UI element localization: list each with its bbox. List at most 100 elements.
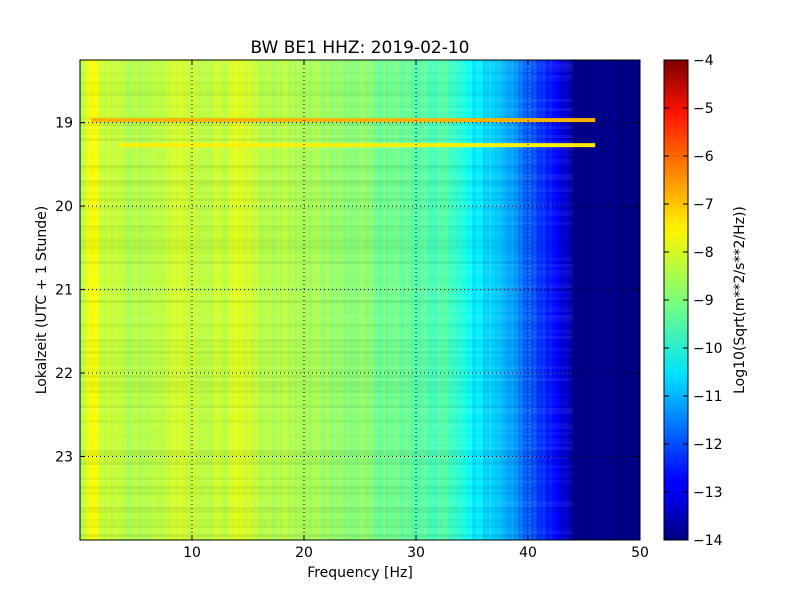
time-band [80,279,573,282]
spectrogram-column [488,60,491,540]
spectrogram-column [124,60,127,540]
spectrogram-column [459,60,462,540]
spectrogram-column [521,60,523,540]
time-band [80,201,573,204]
spectrogram-column [157,60,159,540]
spectrogram-column [155,60,158,540]
spectrogram-column [502,60,505,540]
y-tick-label: 23 [55,450,73,466]
spectrogram-column [256,60,259,540]
time-band [80,402,573,405]
spectrogram-column [220,60,222,540]
spectrogram-column [362,60,365,540]
plot-frame [79,59,641,541]
spectrogram-column [537,60,540,540]
spectrogram-column [172,60,175,540]
time-band [80,519,573,522]
time-band [80,498,573,501]
time-band [80,255,573,258]
spectrogram-column [486,60,488,540]
spectrogram-column [550,60,553,540]
spectrogram-column [285,60,288,540]
time-band [80,330,573,333]
spectrogram-column [631,60,634,540]
y-tick-label: 20 [55,199,73,215]
spectrogram-column [375,60,378,540]
spectrogram-column [290,60,292,540]
spectrogram-column [306,60,309,540]
spectrogram-column [637,60,639,540]
spectrogram-column [554,60,557,540]
colorbar-label: Log10(Sqrt(m**2/s**2/Hz)) [732,206,748,394]
spectrogram-column [462,60,464,540]
spectrogram-column [164,60,166,540]
time-band [80,405,573,408]
time-band [80,411,573,414]
spectrogram-column [376,60,379,540]
spectrogram-column [312,60,315,540]
spectrogram-column [270,60,273,540]
spectrogram-column [116,60,119,540]
spectrogram-column [626,60,628,540]
spectrogram-column [221,60,224,540]
time-band [80,501,573,504]
time-band [80,285,573,288]
spectrogram-column [507,60,509,540]
spectrogram-column [430,60,432,540]
spectrogram-column [309,60,312,540]
spectrogram-column [333,60,336,540]
time-band [80,81,573,84]
spectrogram-column [449,60,452,540]
spectrogram-column [236,60,239,540]
spectrogram-column [365,60,368,540]
spectrogram-column [367,60,369,540]
spectrogram-column [406,60,408,540]
spectrogram-column [421,60,424,540]
spectrogram-column [592,60,595,540]
spectrogram-column [414,60,417,540]
spectrogram-column [557,60,560,540]
time-band [80,303,573,306]
time-band [80,531,573,534]
time-band [80,168,573,171]
spectrogram-column [571,60,574,540]
time-band [80,288,573,291]
spectrogram-column [523,60,526,540]
time-band [80,438,573,441]
spectrogram-column [382,60,385,540]
spectrogram-column [186,60,189,540]
spectrogram-column [105,60,107,540]
x-tick-label: 40 [519,545,537,561]
spectrogram-column [529,60,532,540]
time-band [80,174,573,177]
spectrogram-column [588,60,590,540]
time-band [80,495,573,498]
spectrogram-column [465,60,467,540]
time-band [80,252,573,255]
time-band [80,345,573,348]
x-tick-label: 50 [631,545,649,561]
spectrogram-column [89,60,92,540]
spectrogram-column [337,60,340,540]
spectrogram-column [91,60,93,540]
spectrogram-column [95,60,98,540]
time-band [80,408,573,411]
time-band [80,489,573,492]
spectrogram-column [302,60,305,540]
spectrogram-column [347,60,350,540]
time-band [80,159,573,162]
y-tick-label: 21 [55,283,73,299]
spectrogram-column [311,60,313,540]
spectrogram-column [458,60,460,540]
spectrogram-column [624,60,627,540]
time-band [80,372,573,375]
spectrogram-column [214,60,217,540]
time-band [80,486,573,489]
time-band [80,327,573,330]
spectrogram-column [563,60,565,540]
spectrogram-column [602,60,604,540]
x-axis: 10 20 30 40 50 [183,60,649,561]
spectrogram-column [577,60,579,540]
spectrogram-column [455,60,457,540]
spectrogram-column [273,60,275,540]
